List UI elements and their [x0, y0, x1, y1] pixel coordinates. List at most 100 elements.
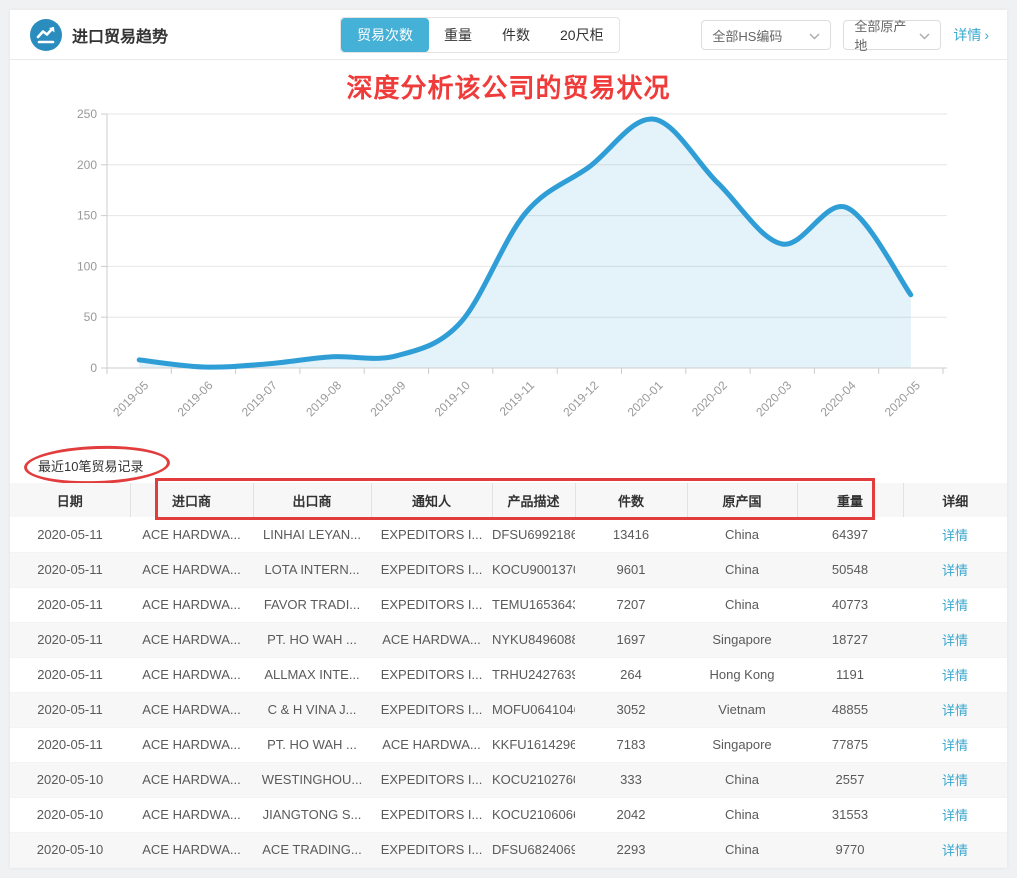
- row-details-link[interactable]: 详情: [941, 633, 968, 648]
- cell-notify-party: ACE HARDWA...: [382, 737, 481, 752]
- col-header-exporter: 出口商: [252, 483, 371, 517]
- cell-importer: ACE HARDWA...: [142, 667, 241, 682]
- cell-importer: ACE HARDWA...: [142, 526, 241, 542]
- svg-text:2019-05: 2019-05: [110, 378, 151, 419]
- cell-importer: ACE HARDWA...: [142, 842, 241, 857]
- cell-date: 2020-05-11: [37, 702, 103, 717]
- row-details-link[interactable]: 详情: [941, 808, 968, 823]
- cell-origin-country: Singapore: [712, 737, 772, 752]
- row-details-link[interactable]: 详情: [941, 738, 968, 753]
- table-row: 2020-05-11 ACE HARDWA... PT. HO WAH ... ACE…: [10, 727, 1007, 762]
- cell-exporter: ACE TRADING...: [262, 842, 362, 857]
- hs-code-select[interactable]: 全部HS编码: [701, 20, 832, 50]
- cell-notify-party: EXPEDITORS I...: [380, 562, 483, 577]
- cell-origin-country: Vietnam: [718, 702, 766, 717]
- tab-quantity[interactable]: 件数: [502, 27, 530, 43]
- records-label: 最近10笔贸易记录: [38, 459, 144, 474]
- table-row: 2020-05-10 ACE HARDWA... ACE TRADING... EXP…: [10, 832, 1007, 867]
- cell-exporter: JIANGTONG S...: [262, 807, 362, 822]
- cell-product-desc: KOCU9001370...: [492, 562, 575, 577]
- table-row: 2020-05-11 ACE HARDWA... ALLMAX INTE... EXP…: [10, 657, 1007, 692]
- cell-importer: ACE HARDWA...: [142, 597, 241, 612]
- red-annotation-title: 深度分析该公司的贸易状况: [346, 73, 671, 103]
- row-details-link[interactable]: 详情: [941, 563, 968, 578]
- cell-quantity: 13416: [612, 526, 650, 542]
- records-table-wrap: 日期 进口商 出口商 通知人 产品描述 件数 原产国 重量 详细 2020-05-11 ACE H…: [10, 478, 1007, 868]
- trend-line: [136, 116, 914, 370]
- cell-quantity: 2293: [616, 842, 646, 857]
- records-label-row: 最近10笔贸易记录: [10, 440, 1007, 487]
- cell-notify-party: EXPEDITORS I...: [380, 667, 483, 682]
- cell-quantity: 2042: [616, 807, 646, 822]
- cell-detail: 详情: [903, 657, 1007, 692]
- cell-quantity: 1697: [616, 632, 646, 647]
- cell-quantity: 264: [620, 667, 642, 682]
- cell-date: 2020-05-11: [37, 597, 103, 612]
- cell-origin-country: Singapore: [712, 632, 772, 647]
- details-link-label: 详情: [953, 27, 982, 43]
- row-details-link[interactable]: 详情: [941, 703, 968, 718]
- details-link[interactable]: 详情 ›: [953, 25, 989, 45]
- col-header-product-desc: 产品描述: [491, 483, 575, 517]
- table-row: 2020-05-11 ACE HARDWA... PT. HO WAH ... ACE…: [10, 622, 1007, 657]
- cell-notify-party: EXPEDITORS I...: [380, 772, 483, 787]
- cell-weight: 48855: [831, 702, 869, 717]
- metric-tab-group: 贸易次数 重量 件数 20尺柜: [340, 17, 620, 53]
- row-details-link[interactable]: 详情: [941, 598, 968, 613]
- svg-text:2019-11: 2019-11: [497, 378, 538, 419]
- table-row: 2020-05-11 ACE HARDWA... LINHAI LEYAN... EX…: [10, 517, 1007, 552]
- import-trade-trend-card: 进口贸易趋势 贸易次数 重量 件数 20尺柜 全部HS编码 全部原产地 详: [10, 10, 1007, 868]
- tab-trade-count[interactable]: 贸易次数: [341, 18, 429, 52]
- cell-exporter: PT. HO WAH ...: [267, 737, 357, 752]
- cell-exporter: FAVOR TRADI...: [263, 597, 361, 612]
- cell-notify-party: EXPEDITORS I...: [380, 702, 483, 717]
- cell-weight: 1191: [836, 667, 864, 682]
- svg-text:100: 100: [77, 259, 97, 273]
- row-details-link[interactable]: 详情: [941, 527, 968, 543]
- trend-area: [139, 118, 911, 368]
- row-details-link[interactable]: 详情: [941, 773, 968, 788]
- cell-detail: 详情: [903, 797, 1007, 832]
- col-header-weight: 重量: [796, 483, 903, 517]
- tab-20ft-container[interactable]: 20尺柜: [560, 27, 604, 43]
- cell-product-desc: TRHU2427639...: [492, 667, 575, 682]
- cell-product-desc: KOCU2102760...: [492, 772, 575, 787]
- cell-importer: ACE HARDWA...: [142, 772, 241, 787]
- svg-text:2019-07: 2019-07: [239, 378, 280, 419]
- cell-quantity: 9601: [616, 562, 646, 577]
- cell-quantity: 333: [620, 772, 642, 787]
- cell-exporter: PT. HO WAH ...: [267, 632, 357, 647]
- cell-weight: 50548: [831, 562, 869, 577]
- table-row: 2020-05-10 ACE HARDWA... WESTINGHOU... EXPE…: [10, 762, 1007, 797]
- row-details-link[interactable]: 详情: [941, 843, 968, 858]
- origin-select[interactable]: 全部原产地: [843, 19, 942, 53]
- cell-product-desc: TEMU1653643...: [492, 597, 575, 612]
- cell-importer: ACE HARDWA...: [142, 807, 241, 822]
- table-row: 2020-05-10 ACE HARDWA... JIANGTONG S... EXP…: [10, 797, 1007, 832]
- cell-date: 2020-05-11: [37, 737, 103, 752]
- col-header-quantity: 件数: [574, 483, 687, 517]
- cell-detail: 详情: [903, 832, 1007, 867]
- cell-quantity: 7183: [616, 737, 646, 752]
- tab-weight[interactable]: 重量: [444, 27, 472, 43]
- cell-detail: 详情: [903, 727, 1007, 762]
- cell-origin-country: China: [725, 842, 759, 857]
- cell-exporter: LINHAI LEYAN...: [262, 526, 361, 542]
- cell-weight: 77875: [831, 737, 869, 752]
- row-details-link[interactable]: 详情: [941, 668, 968, 683]
- cell-origin-country: China: [725, 526, 759, 542]
- cell-origin-country: Hong Kong: [709, 667, 775, 682]
- svg-text:2020-02: 2020-02: [689, 378, 730, 419]
- cell-importer: ACE HARDWA...: [142, 702, 241, 717]
- table-row: 2020-05-11 ACE HARDWA... LOTA INTERN... EXP…: [10, 552, 1007, 587]
- trend-chart-icon: [30, 19, 62, 51]
- svg-text:2020-01: 2020-01: [625, 378, 666, 419]
- cell-origin-country: China: [725, 807, 759, 822]
- header-filters: 全部HS编码 全部原产地 详情 ›: [701, 19, 989, 53]
- svg-text:200: 200: [77, 158, 97, 172]
- cell-detail: 详情: [903, 762, 1007, 797]
- svg-text:2020-03: 2020-03: [753, 378, 794, 419]
- col-header-origin-country: 原产国: [686, 483, 797, 517]
- cell-weight: 9770: [835, 842, 865, 857]
- cell-date: 2020-05-10: [36, 842, 104, 857]
